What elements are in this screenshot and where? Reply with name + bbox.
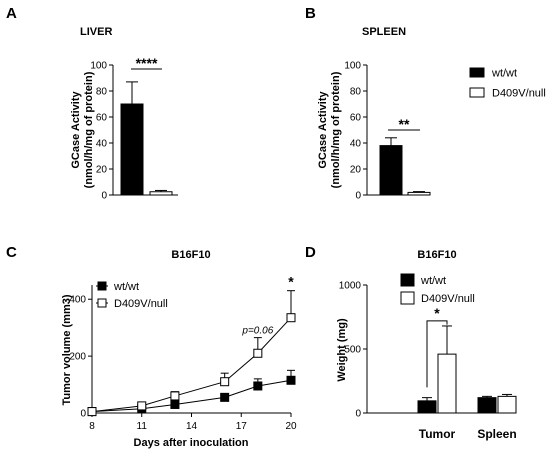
panel-b: B SPLEEN GCase Activity (nmol/h/mg of pr… <box>305 5 546 202</box>
panel-b-ylabel-line2: (nmol/h/mg of protein) <box>330 71 342 188</box>
panel-a-bar-1 <box>149 191 173 196</box>
panel-d-sig-bracket <box>426 320 448 388</box>
panel-c-point-1-2 <box>170 391 180 401</box>
panel-c-point-1-1 <box>137 401 147 411</box>
panel-d-ylabel: Weight (mg) <box>336 318 348 382</box>
panel-b-legend-swatch-1 <box>469 87 485 98</box>
panel-letter-a: A <box>6 5 17 22</box>
panel-a-sig-label: **** <box>136 55 158 71</box>
panel-b-ytick-label: 60 <box>350 113 362 124</box>
panel-c-point-1-4 <box>253 348 263 358</box>
panel-letter-d: D <box>305 244 316 261</box>
panel-c-ylabel: Tumor volume (mm3) <box>61 294 73 405</box>
panel-c-annotation-1: * <box>288 273 294 289</box>
panel-c-axes: 0 200 400 8 11 14 17 20 <box>69 285 297 432</box>
panel-c-xtick-label: 20 <box>285 421 297 432</box>
panel-c-annotation-0: p=0.06 <box>241 325 273 336</box>
panel-c-series-line-0 <box>91 379 292 413</box>
panel-b-legend-label-0: wt/wt <box>491 68 517 80</box>
panel-c-xtick-label: 14 <box>186 421 198 432</box>
panel-b-bar-1 <box>407 191 431 196</box>
panel-a-ylabel-line2: (nmol/h/mg of protein) <box>83 71 95 188</box>
panel-b-ytick-label: 20 <box>350 165 362 176</box>
panel-c-ytick-label: 0 <box>80 409 86 420</box>
panel-a-marks: **** <box>120 55 173 196</box>
panel-c-point-0-5 <box>286 375 296 385</box>
panel-a-title: LIVER <box>80 26 112 38</box>
panel-d-ytick-label: 500 <box>344 345 361 356</box>
panel-b-legend: wt/wt D409V/null <box>469 67 546 100</box>
panel-a-ytick-label: 40 <box>96 139 108 150</box>
panel-b-ytick-label: 100 <box>344 61 361 72</box>
panel-c-xlabel: Days after inoculation <box>134 437 249 449</box>
panel-c-ytick-label: 200 <box>69 352 86 363</box>
panel-a-ylabel-line1: GCase Activity <box>70 91 82 169</box>
panel-d-legend-swatch-0 <box>400 273 415 287</box>
panel-d-axes: 0 500 1000 Tumor Spleen <box>339 281 517 442</box>
panel-a-ytick-label: 60 <box>96 113 108 124</box>
panel-a-bar-0 <box>120 103 144 196</box>
panel-c-xtick-label: 11 <box>137 421 148 432</box>
panel-d: D B16F10 Weight (mg) 0 500 1000 Tumor Spleen… <box>305 244 517 441</box>
panel-d-ytick-label: 0 <box>355 409 361 420</box>
panel-d-bar-1-0 <box>437 353 457 414</box>
panel-d-bar-0-1 <box>477 397 497 414</box>
panel-d-title: B16F10 <box>417 249 456 261</box>
panel-c-point-1-3 <box>220 377 230 387</box>
panel-a-ytick-label: 0 <box>101 191 107 202</box>
panel-letter-b: B <box>305 5 316 22</box>
panel-c-legend-marker-0 <box>97 281 107 291</box>
panel-b-ylabel-line1: GCase Activity <box>317 91 329 169</box>
panel-b-marks: ** <box>379 116 431 196</box>
panel-c-point-1-0 <box>87 407 97 417</box>
panel-b-sig-label: ** <box>399 116 410 132</box>
panel-a-ytick-label: 100 <box>90 61 107 72</box>
panel-c-legend-marker-1 <box>97 298 107 308</box>
panel-d-ytick-label: 1000 <box>339 281 362 292</box>
panel-d-legend-label-1: D409V/null <box>421 293 475 305</box>
panel-d-bar-0-0 <box>417 400 437 414</box>
panel-b-ytick-label: 40 <box>350 139 362 150</box>
panel-c-point-0-4 <box>253 381 263 391</box>
panel-d-bar-1-1 <box>497 395 517 414</box>
panel-c-point-0-2 <box>170 399 180 409</box>
panel-c-point-0-3 <box>220 392 230 402</box>
panel-c-xtick-label: 17 <box>236 421 248 432</box>
panel-d-legend-swatch-1 <box>400 291 415 305</box>
panel-c-legend-label-0: wt/wt <box>113 281 139 293</box>
panel-d-marks: * <box>417 305 517 414</box>
panel-c-ytick-label: 400 <box>69 295 86 306</box>
panel-c-legend: wt/wt D409V/null <box>96 281 168 310</box>
panel-c-point-1-5 <box>286 313 296 323</box>
panel-b-ytick-label: 0 <box>355 191 361 202</box>
panel-b-bar-0 <box>379 145 403 196</box>
panel-b-legend-label-1: D409V/null <box>492 88 546 100</box>
panel-d-sig-label: * <box>434 305 440 321</box>
panel-c-title: B16F10 <box>171 249 210 261</box>
panel-c-xtick-label: 8 <box>89 421 95 432</box>
panel-a: A LIVER GCase Activity (nmol/h/mg of pro… <box>6 5 178 202</box>
panel-c-marks: p=0.06 * <box>87 273 296 417</box>
panel-a-ytick-label: 80 <box>96 87 108 98</box>
panel-c-legend-label-1: D409V/null <box>114 298 168 310</box>
panel-d-category-label-1: Spleen <box>477 427 516 441</box>
panel-letter-c: C <box>6 244 17 261</box>
panel-b-legend-swatch-0 <box>469 67 485 78</box>
panel-d-legend-label-0: wt/wt <box>420 275 446 287</box>
panel-b-title: SPLEEN <box>362 26 406 38</box>
panel-d-legend: wt/wt D409V/null <box>400 273 475 305</box>
panel-c: C B16F10 Tumor volume (mm3) Days after i… <box>6 244 297 449</box>
panel-d-category-label-0: Tumor <box>419 427 456 441</box>
panel-a-ytick-label: 20 <box>96 165 108 176</box>
panel-b-ytick-label: 80 <box>350 87 362 98</box>
panel-c-series-line-1 <box>91 317 292 413</box>
